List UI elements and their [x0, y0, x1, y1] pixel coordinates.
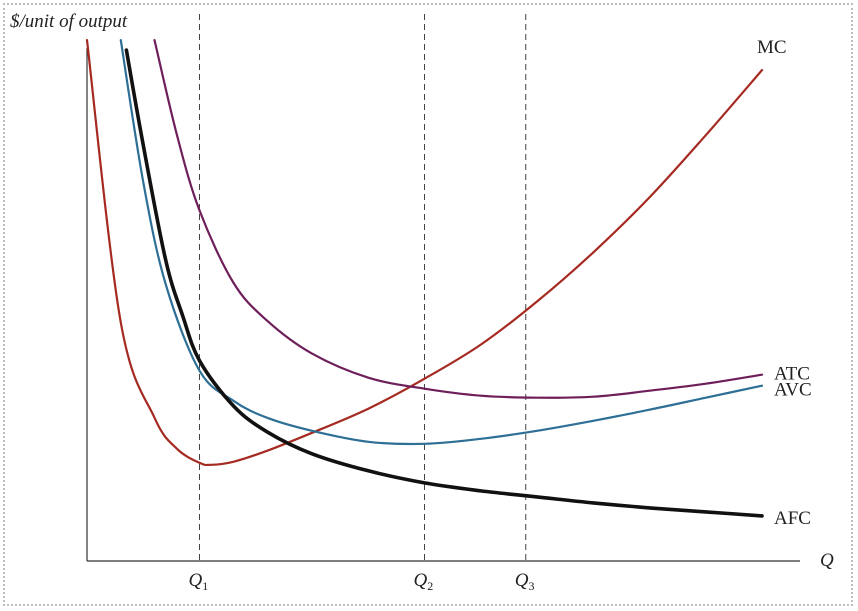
x-tick-label-q2: Q2 — [414, 570, 434, 593]
x-tick-label-q1: Q1 — [189, 570, 209, 593]
x-axis-label: Q — [820, 550, 834, 571]
afc-curve — [124, 48, 764, 518]
avc-label: AVC — [774, 380, 812, 401]
mc-curve — [85, 39, 764, 467]
atc-label: ATC — [774, 364, 810, 385]
chart-frame — [3, 3, 853, 606]
y-axis-label: $/unit of output — [10, 11, 128, 32]
x-tick-label-q3: Q3 — [515, 570, 535, 593]
mc-label: MC — [757, 37, 787, 58]
avc-curve — [119, 39, 764, 446]
atc-curve — [153, 39, 764, 399]
afc-label: AFC — [774, 508, 811, 529]
